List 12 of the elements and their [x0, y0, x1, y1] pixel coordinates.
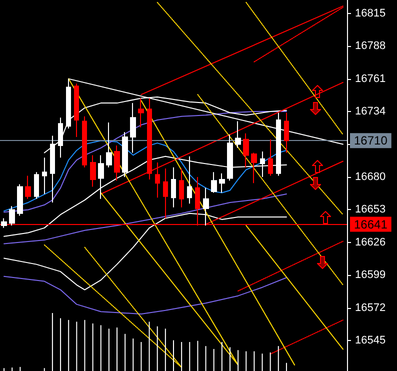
y-tick-label: 16545	[355, 334, 386, 347]
y-tick-label: 16626	[355, 236, 386, 248]
y-tick-label: 16734	[355, 106, 386, 118]
y-tick-label: 16653	[355, 204, 386, 216]
y-tick-label: 16788	[355, 40, 386, 52]
y-tick-label: 16761	[355, 72, 386, 85]
y-tick-label: 16572	[355, 302, 386, 314]
y-tick-label: 16680	[355, 171, 386, 184]
ref-line-label: 16710	[354, 134, 388, 148]
ref-line-label: 16641	[354, 217, 388, 232]
y-tick-label: 16815	[355, 7, 386, 20]
y-tick-label: 16599	[355, 269, 386, 282]
